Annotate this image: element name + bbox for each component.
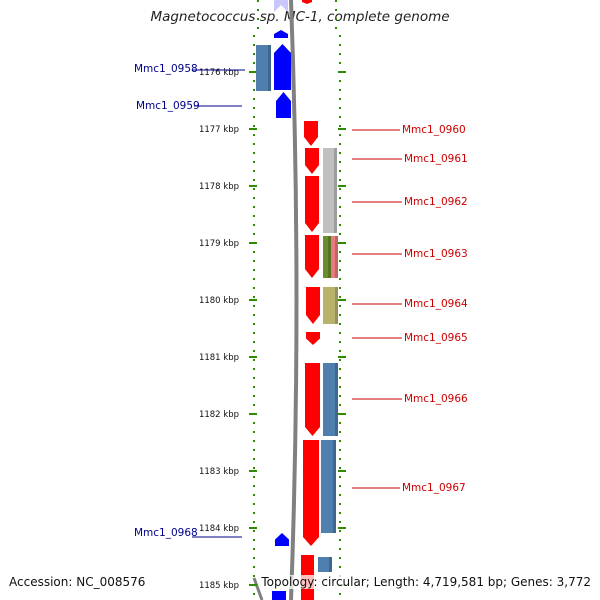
scale-tick-label: 1181 kbp: [199, 353, 239, 363]
genome-summary-text: Topology: circular; Length: 4,719,581 bp…: [261, 575, 591, 589]
scale-tick-label: 1177 kbp: [199, 125, 239, 135]
page-title: Magnetococcus sp. MC-1, complete genome: [150, 9, 450, 25]
cog-bar-mmc1-0961: [323, 148, 337, 233]
gene-label-left: Mmc1_0958: [134, 63, 198, 75]
cog-bar-bottom-shade: [329, 557, 332, 572]
genome-backbone: [289, 0, 299, 600]
cog-bar-mmc1-0963a: [323, 236, 331, 278]
scale-tick-label: 1180 kbp: [199, 296, 239, 306]
gene-arrow-mmc1-0965: [306, 332, 320, 345]
scale-tick-label: 1184 kbp: [199, 524, 239, 534]
backbone-stub: [252, 577, 264, 600]
accession-text: Accession: NC_008576: [9, 575, 146, 589]
gene-label-right: Mmc1_0962: [404, 196, 468, 208]
cog-bar-mmc1-0964-shade: [335, 287, 338, 324]
gene-label-left: Mmc1_0968: [134, 527, 198, 539]
scale-tick-label: 1176 kbp: [199, 68, 239, 78]
scale-tick-label: 1179 kbp: [199, 239, 239, 249]
gene-arrow-reverse: [274, 30, 288, 38]
cog-bar-mmc1-0967: [321, 440, 336, 533]
gene-arrow-reverse-bottom: [272, 591, 286, 600]
cog-bar-mmc1-0966: [323, 363, 338, 436]
gene-label-right: Mmc1_0961: [404, 153, 468, 165]
cog-bar-mmc1-0963b: [331, 236, 338, 278]
gene-label-left: Mmc1_0959: [136, 100, 200, 112]
cog-bar-mmc1-0964: [323, 287, 338, 324]
gene-label-right: Mmc1_0960: [402, 124, 466, 136]
cog-bar-mmc1-0966-shade: [335, 363, 338, 436]
gene-arrow-mmc1-0961: [305, 148, 319, 174]
cog-bar-mmc1-0963b-shade: [335, 236, 338, 278]
scale-tick-label: 1183 kbp: [199, 467, 239, 477]
cog-bar-mmc1-0958: [256, 45, 271, 91]
gene-arrow-mmc1-0968: [275, 533, 289, 546]
cog-bar-mmc1-0963a-shade: [328, 236, 331, 278]
gene-label-right: Mmc1_0965: [404, 332, 468, 344]
gene-arrow-mmc1-0964: [306, 287, 320, 324]
gene-arrow-mmc1-0966: [305, 363, 320, 436]
gene-label-right: Mmc1_0967: [402, 482, 466, 494]
cog-bar-bottom: [318, 557, 332, 572]
gene-label-right: Mmc1_0966: [404, 393, 468, 405]
gene-arrow-mmc1-0963: [305, 235, 319, 278]
scale-tick-label: 1185 kbp: [199, 581, 239, 591]
gene-arrow-mmc1-0960: [304, 121, 318, 146]
cog-bar-mmc1-0958-shade: [268, 45, 271, 91]
gene-arrow-mmc1-0959: [276, 92, 291, 118]
gene-label-right: Mmc1_0963: [404, 248, 468, 260]
cog-bar-mmc1-0961-shade: [334, 148, 337, 233]
scale-tick-label: 1182 kbp: [199, 410, 239, 420]
gene-arrow-mmc1-0967: [303, 440, 319, 546]
cog-bar-mmc1-0967-shade: [333, 440, 336, 533]
gene-arrow-mmc1-0962: [305, 176, 319, 232]
scale-tick-label: 1178 kbp: [199, 182, 239, 192]
gene-label-right: Mmc1_0964: [404, 298, 468, 310]
gene-arrow-mmc1-0958: [274, 44, 291, 90]
gene-arrow-forward-top: [302, 0, 312, 4]
gene-arrow-faded: [274, 0, 288, 12]
